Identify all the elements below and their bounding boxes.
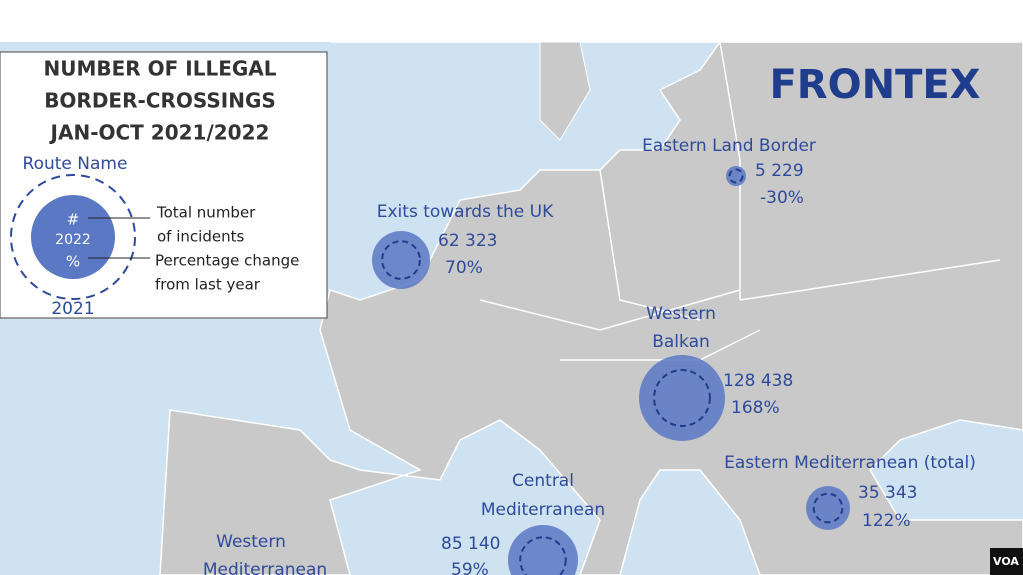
route-circle	[508, 525, 578, 575]
logo: FRONTEX	[769, 62, 980, 108]
route-name: Western	[216, 532, 286, 552]
route-circle-2021	[812, 492, 844, 524]
route-change: 168%	[731, 398, 780, 418]
route-circle-2021	[519, 536, 567, 575]
legend-change: from last year	[155, 276, 261, 294]
legend-route-name: Route Name	[23, 154, 128, 174]
route-name: Mediterranean	[203, 560, 327, 575]
route-count: 5 229	[755, 161, 804, 181]
route-circle-2021	[728, 168, 744, 184]
route-count: 85 140	[441, 534, 500, 554]
route-change: 122%	[862, 511, 911, 531]
legend-title: BORDER-CROSSINGS	[44, 89, 276, 113]
legend-inner: %	[66, 253, 80, 271]
route-name: Mediterranean	[481, 500, 605, 520]
route-name: Exits towards the UK	[377, 202, 554, 222]
legend-outer-circle	[10, 174, 136, 300]
legend-change: Percentage change	[155, 252, 299, 270]
source: VOA	[993, 555, 1019, 568]
route-name: Balkan	[652, 332, 710, 352]
route-change: -30%	[760, 188, 804, 208]
land	[159, 41, 1023, 575]
route-circle	[806, 486, 850, 530]
route-count: 35 343	[858, 483, 917, 503]
route-count: 62 323	[438, 231, 497, 251]
legend-total: of incidents	[157, 228, 244, 246]
legend-total: Total number	[156, 204, 256, 222]
route-circle	[372, 231, 430, 289]
source-badge	[990, 548, 1023, 575]
legend-title: NUMBER OF ILLEGAL	[43, 57, 276, 81]
route-name: Eastern Land Border	[642, 136, 816, 156]
legend-title: JAN-OCT 2021/2022	[49, 121, 270, 145]
route-circle	[639, 355, 725, 441]
route-change: 70%	[445, 258, 483, 278]
legend-inner: #	[67, 211, 80, 229]
route-count: 128 438	[723, 371, 793, 391]
route-name: Western	[646, 304, 716, 324]
scandinavia	[539, 41, 591, 141]
route-name: Eastern Mediterranean (total)	[724, 453, 976, 473]
route-circle-2021	[653, 369, 711, 427]
route-circle-2021	[381, 240, 421, 280]
route-change: 59%	[451, 560, 489, 575]
legend-outer: 2021	[51, 299, 94, 319]
route-name: Central	[512, 471, 574, 491]
legend-inner: 2022	[55, 232, 91, 248]
